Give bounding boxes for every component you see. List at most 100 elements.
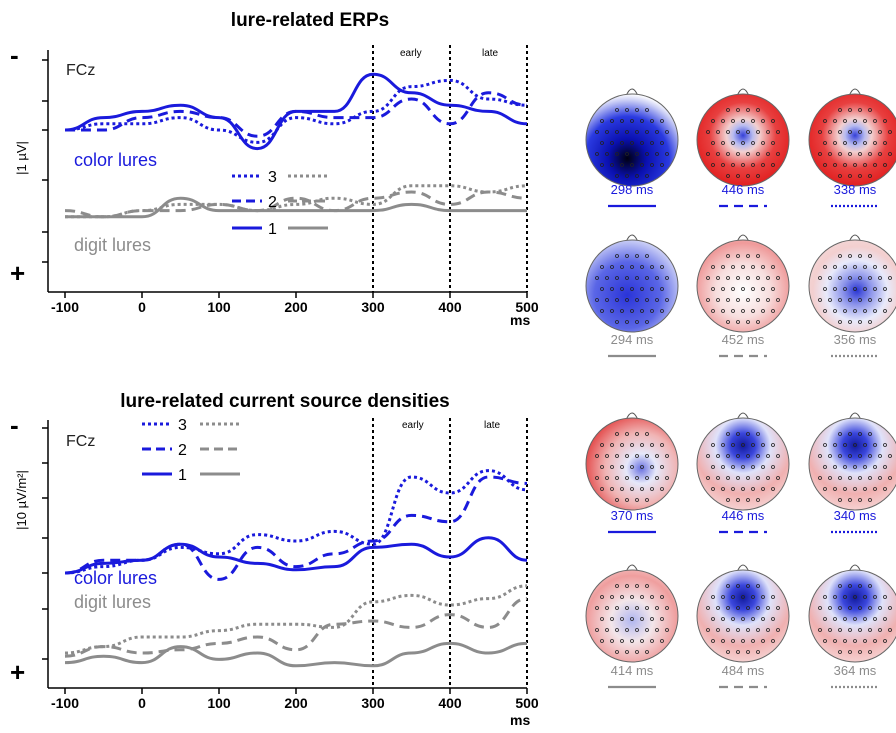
topomap-time-label: 414 ms [611, 663, 654, 678]
electrode-dot [858, 454, 862, 458]
electrode-dot [878, 152, 882, 156]
electrode-dot [888, 628, 892, 632]
erp-x-unit: ms [510, 312, 530, 328]
electrode-dot [610, 617, 614, 621]
electrode-dot [721, 309, 725, 313]
electrode-dot [741, 639, 745, 643]
electrode-dot [595, 298, 599, 302]
electrode-dot [843, 443, 847, 447]
electrode-dot [751, 617, 755, 621]
electrode-dot [595, 276, 599, 280]
electrode-dot [610, 465, 614, 469]
electrode-dot [605, 276, 609, 280]
electrode-dot [751, 163, 755, 167]
electrode-dot [645, 276, 649, 280]
electrode-dot [741, 443, 745, 447]
electrode-dot [736, 476, 740, 480]
electrode-dot [833, 487, 837, 491]
x-tick-label: 100 [207, 695, 231, 711]
electrode-dot [625, 108, 629, 112]
electrode-dot [756, 432, 760, 436]
topomap-time-label: 370 ms [611, 508, 654, 523]
electrode-dot [635, 628, 639, 632]
electrode-dot [620, 287, 624, 291]
electrode-dot [736, 254, 740, 258]
series-line-color-lures-1 [64, 536, 528, 575]
electrode-dot [848, 276, 852, 280]
electrode-dot [615, 276, 619, 280]
electrode-dot [615, 498, 619, 502]
electrode-dot [726, 174, 730, 178]
electrode-dot [620, 595, 624, 599]
electrode-dot [848, 298, 852, 302]
electrode-dot [635, 476, 639, 480]
electrode-dot [706, 628, 710, 632]
erp-legend-2: 2 [268, 194, 277, 211]
csd-series-lines [64, 469, 528, 668]
electrode-dot [858, 254, 862, 258]
electrode-dot [771, 287, 775, 291]
electrode-dot [736, 454, 740, 458]
electrode-dot [838, 320, 842, 324]
electrode-dot [873, 443, 877, 447]
electrode-dot [756, 152, 760, 156]
electrode-dot [645, 298, 649, 302]
electrode-dot [630, 595, 634, 599]
electrode-dot [711, 287, 715, 291]
scalp-map [808, 239, 896, 333]
electrode-dot [630, 287, 634, 291]
electrode-dot [843, 287, 847, 291]
electrode-dot [863, 265, 867, 269]
electrode-dot [595, 454, 599, 458]
electrode-dot [848, 584, 852, 588]
electrode-dot [615, 432, 619, 436]
electrode-dot [706, 454, 710, 458]
electrode-dot [645, 454, 649, 458]
electrode-dot [858, 276, 862, 280]
electrode-dot [761, 287, 765, 291]
electrode-dot [838, 584, 842, 588]
electrode-dot [721, 617, 725, 621]
topomap-time-label: 446 ms [722, 508, 765, 523]
electrode-dot [620, 265, 624, 269]
electrode-dot [736, 432, 740, 436]
csd-legend-3: 3 [178, 417, 187, 434]
erp-legend-1: 1 [268, 221, 277, 238]
electrode-dot [746, 320, 750, 324]
x-tick-label: 500 [515, 695, 539, 711]
electrode-dot [741, 287, 745, 291]
electrode-dot [858, 584, 862, 588]
electrode-dot [640, 595, 644, 599]
electrode-dot [843, 487, 847, 491]
electrode-dot [838, 454, 842, 458]
electrode-dot [818, 298, 822, 302]
topomap: 446 ms [696, 88, 790, 208]
electrode-dot [853, 487, 857, 491]
electrode-dot [848, 498, 852, 502]
electrode-dot [645, 606, 649, 610]
electrode-dot [741, 595, 745, 599]
electrode-dot [823, 617, 827, 621]
electrode-dot [873, 309, 877, 313]
electrode-dot [645, 476, 649, 480]
electrode-dot [746, 584, 750, 588]
electrode-dot [610, 141, 614, 145]
electrode-dot [868, 628, 872, 632]
electrode-dot [665, 476, 669, 480]
electrode-dot [761, 309, 765, 313]
electrode-dot [625, 276, 629, 280]
electrode-dot [746, 276, 750, 280]
electrode-dot [863, 487, 867, 491]
topomap: 356 ms [808, 234, 896, 358]
electrode-dot [746, 254, 750, 258]
electrode-dot [761, 617, 765, 621]
electrode-dot [600, 163, 604, 167]
electrode-dot [635, 432, 639, 436]
csd-window-late: late [484, 420, 501, 431]
erp-polarity-pos: + [10, 258, 25, 288]
electrode-dot [660, 287, 664, 291]
electrode-dot [858, 130, 862, 134]
electrode-dot [868, 108, 872, 112]
electrode-dot [838, 298, 842, 302]
electrode-dot [655, 606, 659, 610]
